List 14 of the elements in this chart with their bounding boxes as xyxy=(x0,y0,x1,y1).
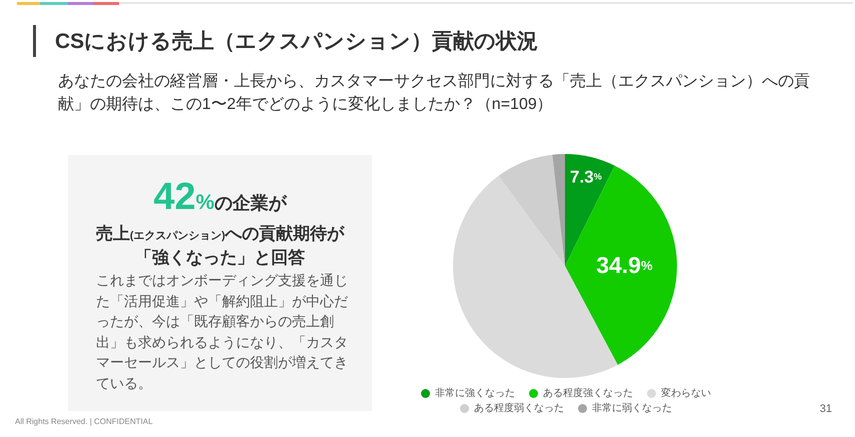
text: All Rights Reserved. | CONFIDENTIAL xyxy=(15,417,153,426)
text: これまではオンボーディング支援を通じた「活用促進」や「解約阻止」が中心だったが、今は「既存顧客からの売上創出」も求められるようになり、「カスタマーセールス」としての役割が増えてきている。 xyxy=(96,272,348,392)
chart-title: CSにおける売上（エクスパンション）貢献の状況 xyxy=(55,29,538,55)
legend-label: 変わらない xyxy=(661,387,711,400)
text: 42%の企業が xyxy=(154,176,286,218)
data-label: 34.9% xyxy=(596,252,653,278)
legend-label: ある程度弱くなった xyxy=(474,402,564,415)
legend-label: ある程度強くなった xyxy=(543,387,633,400)
text: 31 xyxy=(818,403,832,415)
legend-label: 非常に弱くなった xyxy=(592,402,672,415)
chart-subtitle: あなたの会社の経営層・上長から、カスタマーサクセス部門に対する「売上（エクスパンション）への貢献」の期待は、この1〜2年でどのように変化しましたか？（n=109） xyxy=(58,72,810,115)
data-label: 7.3% xyxy=(570,167,602,186)
legend-label: 非常に強くなった xyxy=(435,387,515,400)
text: 売上(エクスパンション)への貢献期待が「強くなった」と回答 xyxy=(96,224,344,267)
